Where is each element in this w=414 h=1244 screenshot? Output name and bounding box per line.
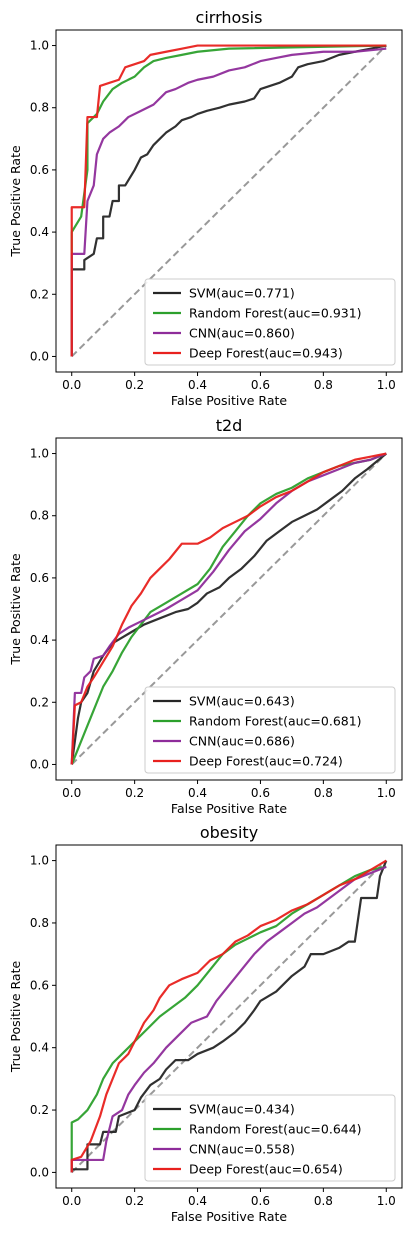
x-tick-label: 0.6 [251,378,270,392]
legend-entry-2: CNN(auc=0.558) [189,1142,295,1157]
legend-entry-2: CNN(auc=0.860) [189,326,295,341]
series-line-2 [70,865,387,1173]
plot-frame [55,29,403,373]
x-axis-label: False Positive Rate [171,1209,287,1224]
x-tick-label: 0.4 [188,1194,207,1208]
chart-panel-obesity: obesity 0.0 0.2 0.4 0.6 0.8 1.0 0.0 0.2 0.4 0.6 0.8… [8,823,403,1224]
x-tick-label: 0.0 [62,378,81,392]
chance-diagonal [71,452,387,766]
chance-diagonal [71,44,387,358]
y-tick-label: 1.0 [30,447,49,461]
x-tick-label: 0.2 [125,1194,144,1208]
legend-box [144,278,396,366]
y-tick-label: 0.2 [30,287,49,301]
chart-panel-t2d: t2d 0.0 0.2 0.4 0.6 0.8 1.0 0.0 0.2 0.4 0.6 0.8 1.0 F… [8,416,403,816]
x-tick-label: 0.6 [251,1194,270,1208]
x-tick-label: 0.8 [314,786,333,800]
legend: SVM(auc=0.771) Random Forest(auc=0.931) CN… [144,278,396,366]
y-tick-label: 0.8 [30,101,49,115]
legend: SVM(auc=0.643) Random Forest(auc=0.681) CN… [144,686,396,774]
legend-entry-3: Deep Forest(auc=0.724) [189,754,343,769]
y-tick-label: 0.6 [30,163,49,177]
y-axis-label: True Positive Rate [8,961,23,1074]
chart-title: cirrhosis [196,8,263,27]
chart-title: t2d [216,416,243,435]
x-tick-label: 1.0 [377,378,396,392]
series-line-2 [70,47,387,357]
x-axis-label: False Positive Rate [171,801,287,816]
x-tick-label: 0.0 [62,786,81,800]
x-tick-label: 0.4 [188,786,207,800]
x-tick-label: 0.2 [125,378,144,392]
chart-panel-cirrhosis: cirrhosis 0.0 0.2 0.4 0.6 0.8 1.0 0.0 0.2 0.4 0.6 0… [8,8,403,408]
plot-frame [55,844,403,1189]
x-tick-label: 0.8 [314,378,333,392]
x-tick-label: 1.0 [377,1194,396,1208]
legend-entry-2: CNN(auc=0.686) [189,734,295,749]
y-tick-label: 0.4 [30,1041,49,1055]
legend-entry-3: Deep Forest(auc=0.943) [189,346,343,361]
series-line-3 [70,452,387,765]
legend: SVM(auc=0.434) Random Forest(auc=0.644) CN… [144,1094,396,1182]
legend-entry-0: SVM(auc=0.434) [189,1102,295,1117]
y-tick-label: 1.0 [30,854,49,868]
series-line-0 [70,452,387,765]
legend-box [144,686,396,774]
x-tick-label: 0.4 [188,378,207,392]
y-tick-label: 0.4 [30,225,49,239]
y-tick-label: 0.2 [30,1103,49,1117]
x-tick-label: 0.6 [251,786,270,800]
y-tick-label: 0.0 [30,349,49,363]
series-line-3 [70,859,387,1173]
plot-frame [55,437,403,781]
x-tick-label: 1.0 [377,786,396,800]
legend-entry-3: Deep Forest(auc=0.654) [189,1162,343,1177]
x-tick-label: 0.0 [62,1194,81,1208]
y-tick-label: 0.0 [30,1165,49,1179]
legend-entry-0: SVM(auc=0.771) [189,286,295,301]
y-tick-label: 0.6 [30,571,49,585]
chart-title: obesity [200,823,258,842]
y-tick-label: 1.0 [30,39,49,53]
y-tick-label: 0.8 [30,916,49,930]
legend-entry-1: Random Forest(auc=0.681) [189,714,362,729]
series-line-3 [70,44,387,357]
y-axis-label: True Positive Rate [8,145,23,258]
y-tick-label: 0.4 [30,633,49,647]
y-tick-label: 0.8 [30,509,49,523]
legend-entry-0: SVM(auc=0.643) [189,694,295,709]
series-line-2 [70,452,387,765]
x-tick-label: 0.2 [125,786,144,800]
chance-diagonal [71,859,387,1174]
legend-entry-1: Random Forest(auc=0.644) [189,1122,362,1137]
y-tick-label: 0.0 [30,757,49,771]
x-tick-label: 0.8 [314,1194,333,1208]
series-line-0 [70,44,387,357]
y-tick-label: 0.2 [30,695,49,709]
y-tick-label: 0.6 [30,978,49,992]
legend-entry-1: Random Forest(auc=0.931) [189,306,362,321]
x-axis-label: False Positive Rate [171,393,287,408]
legend-box [144,1094,396,1182]
y-axis-label: True Positive Rate [8,553,23,666]
